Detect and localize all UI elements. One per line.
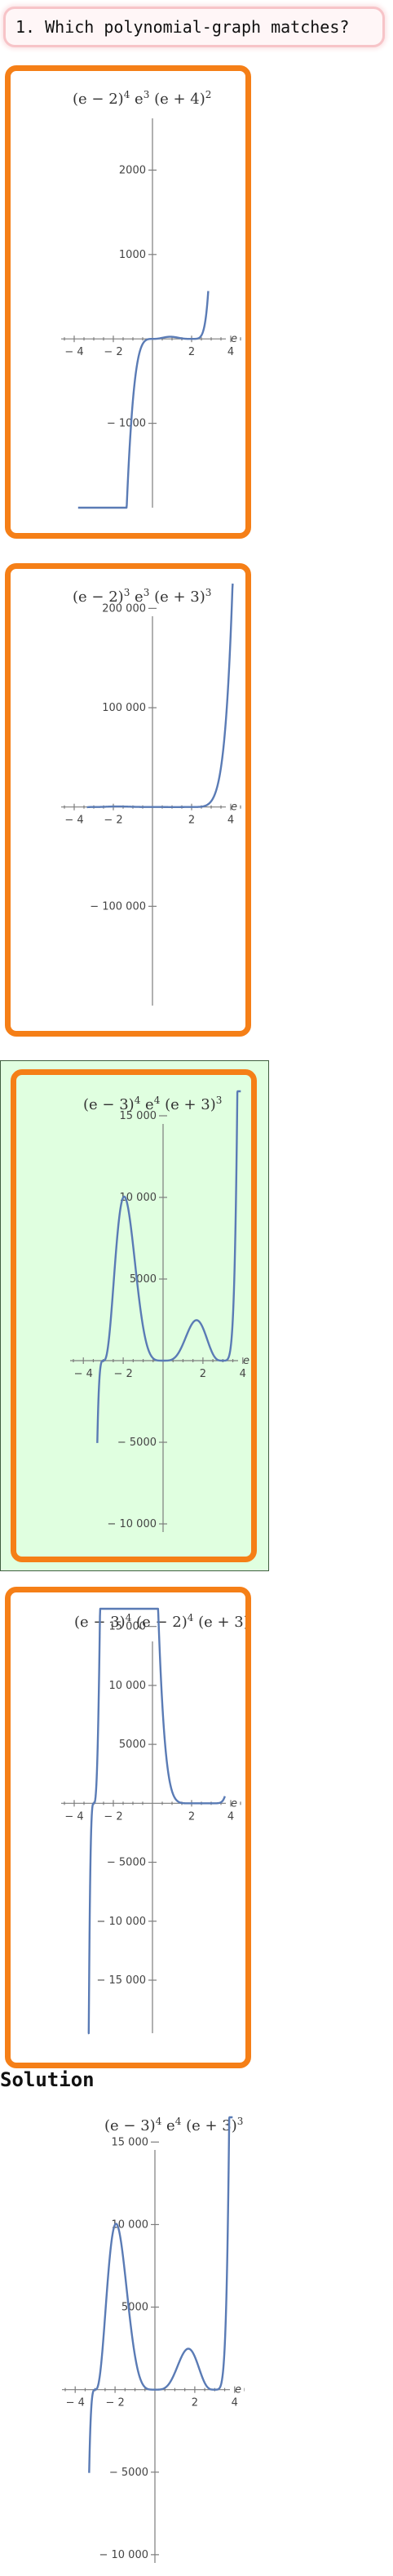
title-exponent: 3 — [205, 587, 212, 598]
plot-title: (e − 3)4​ e4​ (e + 3)3​ — [104, 2116, 243, 2134]
x-tick-label: − 2 — [105, 2397, 124, 2409]
title-term: e — [161, 2117, 174, 2134]
x-tick-label: − 2 — [113, 1368, 132, 1380]
x-tick-label: 2 — [192, 2397, 198, 2409]
y-tick-label: − 1000 — [107, 418, 146, 430]
polynomial-curve — [86, 1607, 226, 2035]
x-tick-label: − 4 — [74, 1368, 93, 1380]
answer-option-1[interactable]: (e − 2)4​ e3​ (e + 4)2​e− 4− 224− 100010… — [5, 65, 251, 539]
x-axis-label: e — [231, 1797, 237, 1810]
plot-option-3: (e − 3)4​ e4​ (e + 3)3​e− 4− 224− 10 000… — [70, 1090, 249, 1532]
x-axis-label: e — [231, 802, 237, 814]
x-tick-label: 2 — [188, 1810, 195, 1823]
y-tick-label: 5000 — [121, 2302, 148, 2314]
y-tick-label: − 5000 — [107, 1857, 146, 1869]
title-term: e — [140, 1096, 153, 1113]
polynomial-curve — [77, 291, 210, 509]
title-term: (e − 2) — [73, 91, 124, 108]
title-term: (e + 4) — [149, 91, 205, 108]
title-exponent: 4 — [156, 2116, 162, 2127]
title-exponent: 4 — [188, 1612, 194, 1623]
x-tick-label: − 4 — [64, 815, 83, 827]
y-tick-label: − 5000 — [109, 2467, 148, 2479]
x-tick-label: 4 — [227, 1810, 234, 1823]
y-tick-label: − 100 000 — [90, 900, 146, 913]
x-tick-label: − 4 — [66, 2397, 85, 2409]
y-tick-label: 1000 — [119, 249, 146, 261]
y-tick-label: 100 000 — [102, 702, 146, 714]
title-exponent: 3 — [124, 587, 130, 598]
title-exponent: 4 — [135, 1095, 141, 1106]
y-tick-label: 15 000 — [120, 1110, 157, 1122]
plot-solution: (e − 3)4​ e4​ (e + 3)3​e− 4− 224− 10 000… — [62, 2116, 245, 2563]
y-tick-label: 5000 — [119, 1739, 146, 1751]
x-tick-label: − 2 — [104, 815, 122, 827]
title-term: e — [130, 91, 143, 108]
correct-answer-frame: (e − 3)4​ e4​ (e + 3)3​e− 4− 224− 10 000… — [0, 1060, 269, 1571]
title-term: (e − 2) — [73, 588, 124, 606]
y-tick-label: 10 000 — [112, 2218, 149, 2231]
title-term: (e + 3) — [149, 588, 205, 606]
title-exponent: 4 — [175, 2116, 182, 2127]
x-tick-label: − 4 — [64, 1810, 83, 1823]
plot-title: (e − 2)4​ e3​ (e + 4)2​ — [73, 89, 211, 108]
title-exponent: 3 — [237, 2116, 244, 2127]
x-axis-label: e — [235, 2384, 241, 2396]
x-tick-label: − 4 — [64, 346, 83, 358]
y-tick-label: 5000 — [130, 1273, 157, 1286]
polynomial-curve — [86, 583, 234, 809]
title-exponent: 4 — [126, 1612, 132, 1623]
y-tick-label: 10 000 — [109, 1680, 147, 1692]
title-term: e — [130, 588, 143, 606]
solution-heading: Solution — [0, 2068, 95, 2091]
question-banner: 1. Which polynomial-graph matches? — [3, 7, 385, 47]
x-tick-label: 4 — [227, 346, 234, 358]
title-exponent: 4 — [154, 1095, 161, 1106]
x-axis-label: e — [243, 1355, 249, 1367]
answer-option-2[interactable]: (e − 2)3​ e3​ (e + 3)3​e− 4− 224− 100 00… — [5, 563, 251, 1037]
y-tick-label: − 10 000 — [99, 2549, 148, 2561]
plot-option-2: (e − 2)3​ e3​ (e + 3)3​e− 4− 224− 100 00… — [61, 583, 241, 1006]
title-term: (e − 3) — [83, 1096, 135, 1113]
title-term: (e − 3) — [104, 2117, 156, 2134]
y-tick-label: 200 000 — [102, 602, 146, 615]
y-tick-label: 2000 — [119, 164, 146, 176]
x-tick-label: 4 — [232, 2397, 238, 2409]
title-term: (e + 3) — [193, 1614, 245, 1631]
polynomial-curve — [96, 1090, 242, 1443]
plot-option-4: (e − 3)4​ (e − 2)4​ (e + 3)3​e− 4− 224− … — [61, 1607, 245, 2035]
x-tick-label: 4 — [227, 815, 234, 827]
plot-title: (e − 2)3​ e3​ (e + 3)3​ — [73, 587, 211, 606]
plot-title: (e − 3)4​ e4​ (e + 3)3​ — [83, 1095, 222, 1113]
x-tick-label: 2 — [188, 815, 195, 827]
question-text: 1. Which polynomial-graph matches? — [15, 17, 350, 37]
title-exponent: 3 — [216, 1095, 223, 1106]
y-tick-label: 10 000 — [120, 1192, 157, 1204]
x-axis-label: e — [231, 333, 237, 345]
y-tick-label: 15 000 — [109, 1621, 147, 1633]
answer-option-4[interactable]: (e − 3)4​ (e − 2)4​ (e + 3)3​e− 4− 224− … — [5, 1587, 251, 2068]
polynomial-curve — [88, 2116, 234, 2473]
x-tick-label: 2 — [200, 1368, 206, 1380]
plot-option-1: (e − 2)4​ e3​ (e + 4)2​e− 4− 224− 100010… — [61, 89, 241, 509]
x-tick-label: − 2 — [104, 1810, 122, 1823]
x-tick-label: 2 — [188, 346, 195, 358]
x-tick-label: 4 — [240, 1368, 246, 1380]
title-exponent: 4 — [124, 89, 130, 100]
y-tick-label: − 10 000 — [107, 1518, 157, 1530]
y-tick-label: − 10 000 — [96, 1916, 146, 1928]
title-term: (e + 3) — [181, 2117, 236, 2134]
answer-option-3[interactable]: (e − 3)4​ e4​ (e + 3)3​e− 4− 224− 10 000… — [11, 1069, 257, 1562]
title-term: (e + 3) — [160, 1096, 215, 1113]
title-exponent: 3 — [144, 587, 150, 598]
y-tick-label: − 5000 — [117, 1437, 157, 1449]
title-exponent: 2 — [205, 89, 212, 100]
title-exponent: 3 — [144, 89, 150, 100]
y-tick-label: − 15 000 — [96, 1974, 146, 1987]
x-tick-label: − 2 — [104, 346, 122, 358]
y-tick-label: 15 000 — [112, 2136, 149, 2148]
